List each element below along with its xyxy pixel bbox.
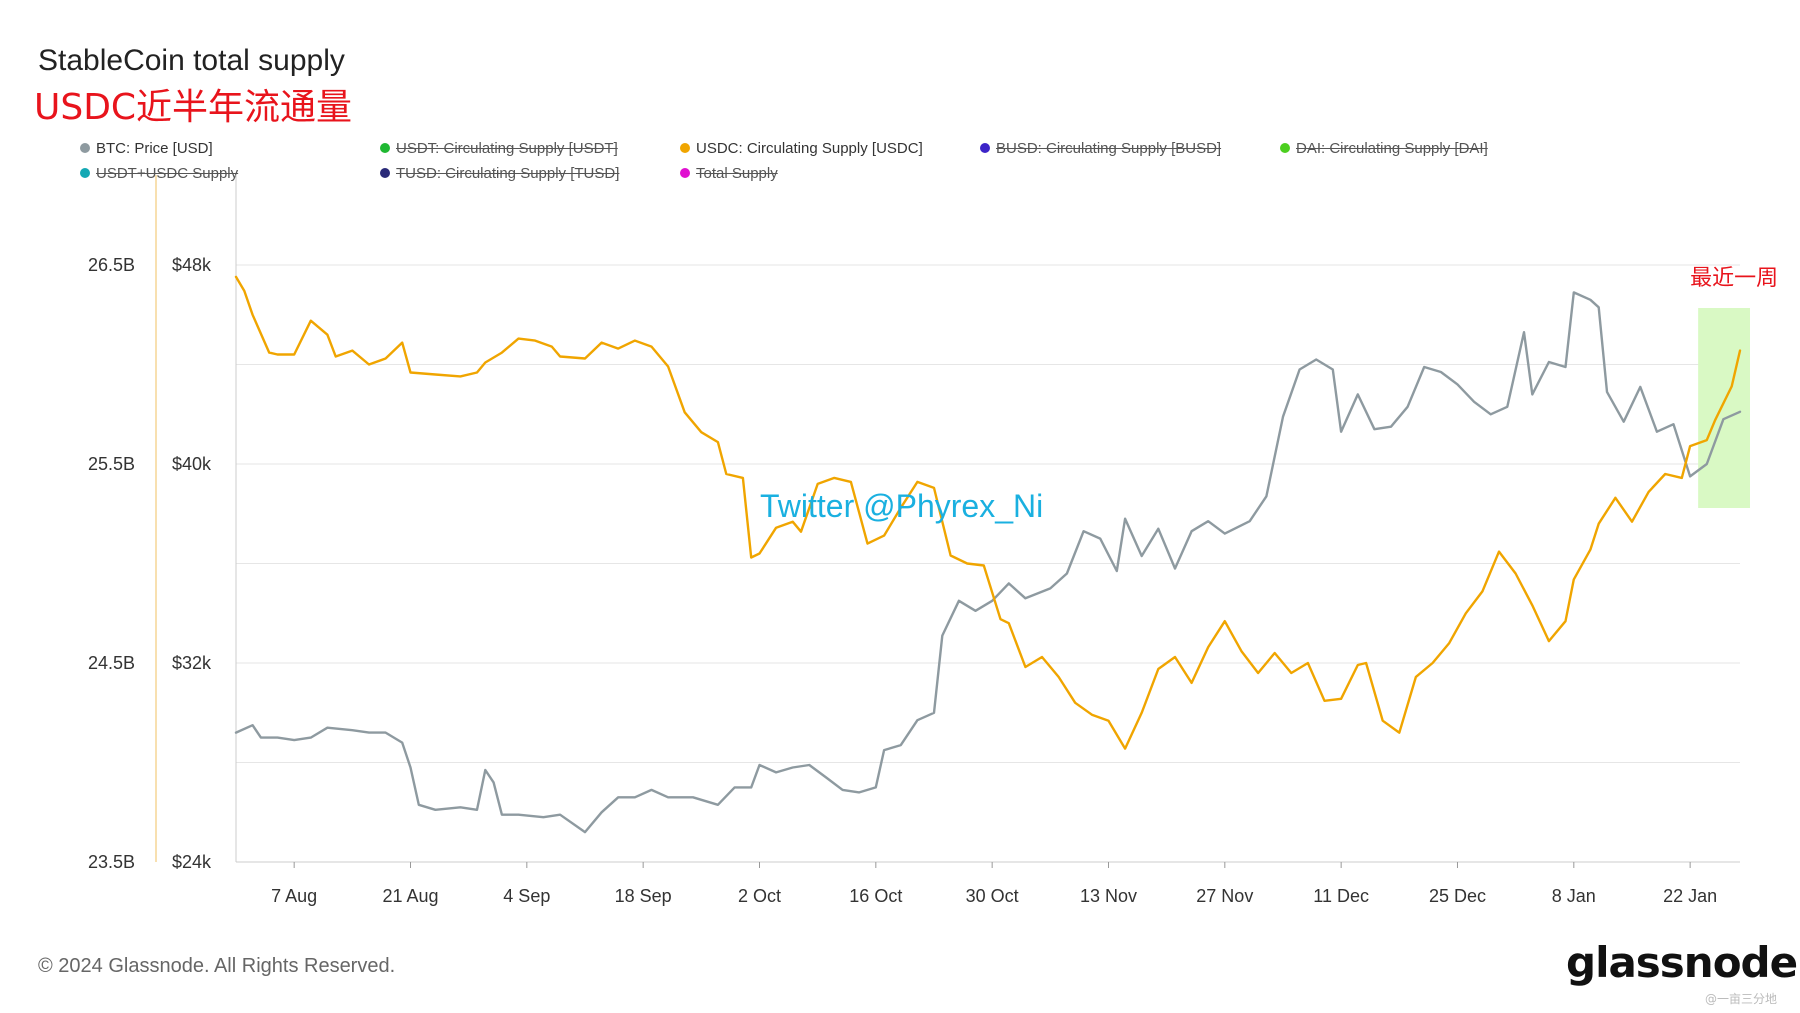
x-tick-label: 18 Sep [615,886,672,906]
twitter-watermark: Twitter @Phyrex_Ni [760,488,1043,524]
chart-labels: 7 Aug 21 Aug 4 Sep 18 Sep 2 Oct 16 Oct 30 Oct 1… [88,255,1778,906]
copyright-text: © 2024 Glassnode. All Rights Reserved. [38,955,396,977]
usdc-supply-line [234,275,1742,750]
legend-dot-icon [380,168,390,179]
legend-item[interactable]: TUSD: Circulating Supply [TUSD] [380,165,619,182]
supply-tick-label: 25.5B [88,454,135,474]
legend-item[interactable]: BTC: Price [USD] [80,140,213,157]
recent-week-highlight [1698,308,1750,508]
legend-label: BUSD: Circulating Supply [BUSD] [996,140,1222,157]
highlight-region [1698,308,1750,508]
legend-item[interactable]: USDT+USDC Supply [80,165,238,182]
supply-tick-label: 26.5B [88,255,135,275]
price-tick-label: $32k [172,653,212,673]
legend-item[interactable]: USDT: Circulating Supply [USDT] [380,140,618,157]
legend-item[interactable]: Total Supply [680,165,778,182]
x-tick-label: 11 Dec [1313,886,1369,906]
price-tick-label: $40k [172,454,212,474]
legend-dot-icon [680,168,690,179]
legend-item[interactable]: USDC: Circulating Supply [USDC] [680,140,923,157]
axes [155,175,1740,868]
legend-label: BTC: Price [USD] [96,140,213,157]
legend-dot-icon [80,143,90,154]
chart-title: StableCoin total supply [38,44,345,77]
legend-dot-icon [980,143,990,154]
supply-tick-label: 23.5B [88,852,135,872]
x-tick-label: 4 Sep [503,886,550,906]
highlight-label: 最近一周 [1690,266,1778,291]
x-tick-label: 13 Nov [1080,886,1137,906]
supply-tick-label: 24.5B [88,653,135,673]
corner-watermark: @一亩三分地 [1705,992,1778,1006]
legend-dot-icon [80,168,90,179]
legend-label: USDC: Circulating Supply [USDC] [696,140,923,157]
legend-label: USDT+USDC Supply [96,165,239,182]
legend-item[interactable]: BUSD: Circulating Supply [BUSD] [980,140,1221,157]
legend-label: TUSD: Circulating Supply [TUSD] [396,165,620,182]
legend-dot-icon [680,143,690,154]
legend-dot-icon [1280,143,1290,154]
x-tick-label: 2 Oct [738,886,781,906]
glassnode-logo: glassnode [1566,938,1798,987]
chart-subtitle-annotation: USDC近半年流通量 [34,87,353,128]
series-lines [234,275,1742,834]
x-tick-label: 21 Aug [382,886,438,906]
x-tick-label: 25 Dec [1429,886,1486,906]
legend-label: USDT: Circulating Supply [USDT] [396,140,618,157]
x-tick-label: 30 Oct [966,886,1019,906]
x-tick-label: 22 Jan [1663,886,1717,906]
legend-label: DAI: Circulating Supply [DAI] [1296,140,1488,157]
btc-price-line [234,291,1742,834]
x-tick-label: 8 Jan [1552,886,1596,906]
x-tick-label: 16 Oct [849,886,902,906]
gridlines [236,264,1740,763]
legend-item[interactable]: DAI: Circulating Supply [DAI] [1280,140,1488,157]
legend-dot-icon [380,143,390,154]
legend-label: Total Supply [696,165,778,182]
price-tick-label: $48k [172,255,212,275]
price-tick-label: $24k [172,852,212,872]
x-tick-label: 7 Aug [271,886,317,906]
x-tick-label: 27 Nov [1196,886,1253,906]
